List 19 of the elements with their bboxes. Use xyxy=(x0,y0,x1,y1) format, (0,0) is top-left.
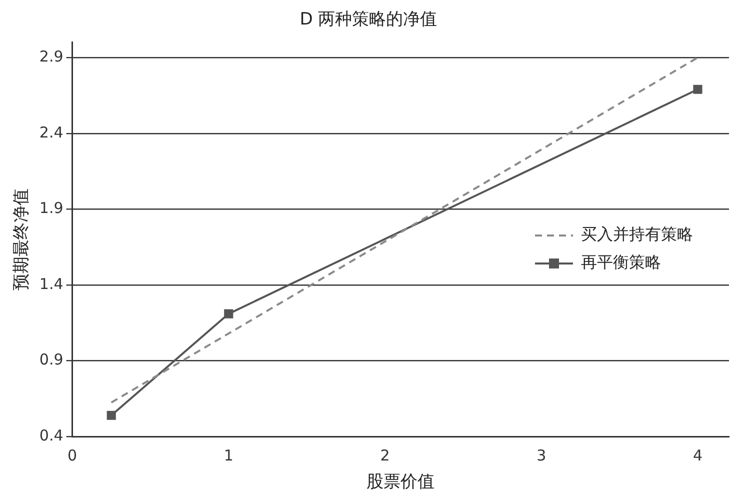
x-tick-label: 0 xyxy=(67,446,78,464)
x-tick-label: 2 xyxy=(380,446,390,464)
chart-title: D 两种策略的净值 xyxy=(300,10,438,30)
y-axis-title: 预期最终净值 xyxy=(12,188,32,290)
x-tick-label: 1 xyxy=(224,446,234,464)
y-tick-label: 1.4 xyxy=(39,274,64,293)
y-tick-label: 1.9 xyxy=(39,199,64,218)
y-tick-label: 0.9 xyxy=(39,350,64,369)
x-tick-label: 3 xyxy=(536,446,546,464)
y-tick-label: 0.4 xyxy=(39,426,64,444)
point xyxy=(693,84,702,94)
x-axis-title: 股票价值 xyxy=(366,472,435,492)
legend-label: 再平衡策略 xyxy=(581,252,661,272)
legend-label: 买入并持有策略 xyxy=(581,224,693,244)
y-tick-label: 2.4 xyxy=(39,123,64,142)
y-tick-label: 2.9 xyxy=(39,47,64,66)
point xyxy=(106,410,116,420)
point xyxy=(224,309,234,318)
x-tick-label: 4 xyxy=(692,446,702,464)
